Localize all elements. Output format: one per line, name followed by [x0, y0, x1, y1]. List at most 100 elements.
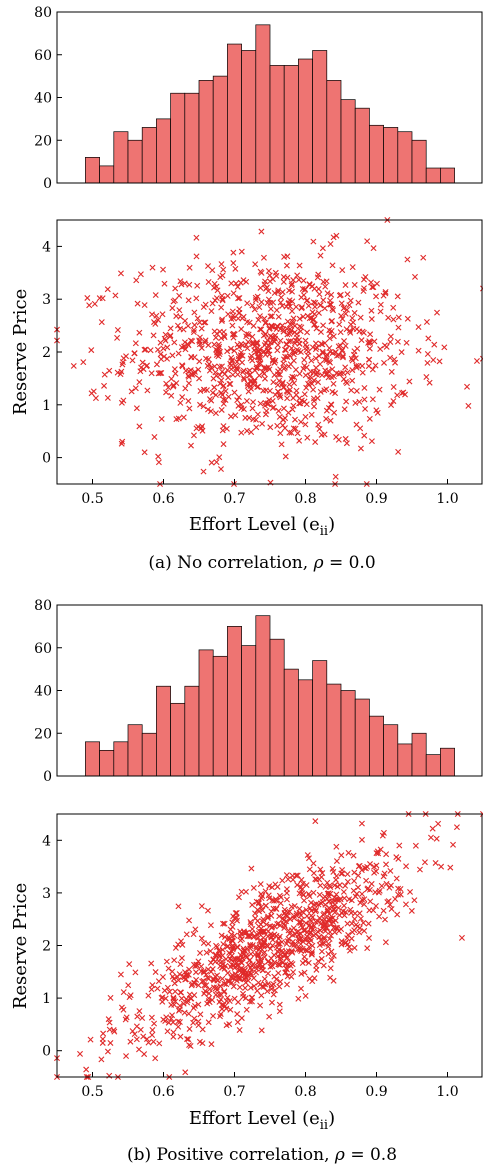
scatter-point — [343, 398, 350, 405]
scatter-point — [247, 943, 254, 950]
scatter-point — [323, 415, 330, 422]
scatter-point — [196, 319, 203, 326]
scatter-point — [330, 333, 337, 340]
scatter-point — [193, 234, 200, 241]
scatter-point — [208, 459, 215, 466]
scatter-point — [315, 958, 322, 965]
scatter-point — [366, 345, 373, 352]
scatter-point — [330, 380, 337, 387]
scatter-point — [194, 315, 201, 322]
scatter-point — [320, 962, 327, 969]
scatter-point — [274, 347, 281, 354]
scatter-point — [355, 872, 362, 879]
scatter-point — [315, 271, 322, 278]
scatter-point — [308, 357, 315, 364]
scatter-point — [175, 1023, 182, 1030]
scatter-point — [238, 965, 245, 972]
scatter-point — [169, 305, 176, 312]
scatter-point — [281, 364, 288, 371]
scatter-point — [249, 302, 256, 309]
scatter-point — [261, 365, 268, 372]
scatter-point — [277, 978, 284, 985]
scatter-point — [369, 396, 376, 403]
scatter-point — [152, 1055, 159, 1062]
scatter-point — [300, 313, 307, 320]
scatter-point — [361, 285, 367, 292]
scatter-point — [247, 378, 254, 385]
scatter-point — [172, 998, 179, 1005]
scatter-point — [141, 449, 148, 456]
histogram-bar — [326, 80, 342, 184]
scatter-point — [228, 931, 235, 938]
scatter-point — [303, 882, 310, 889]
scatter-point — [219, 316, 226, 323]
scatter-point — [205, 356, 212, 363]
scatter-point — [269, 936, 276, 943]
scatter-point — [402, 391, 409, 398]
scatter-point — [272, 905, 279, 912]
scatter-point — [382, 916, 388, 923]
y-tick-label: 60 — [34, 641, 52, 657]
scatter-point — [196, 334, 203, 341]
scatter-point — [185, 322, 192, 329]
scatter-point — [255, 934, 262, 941]
scatter-point — [215, 958, 222, 965]
scatter-point — [353, 890, 360, 897]
scatter-point — [227, 963, 234, 970]
scatter-point — [230, 260, 237, 267]
scatter-point — [186, 1025, 193, 1032]
scatter-point — [244, 300, 251, 307]
scatter-point — [337, 370, 344, 377]
y-tick-label: 1 — [42, 991, 51, 1007]
scatter-point — [294, 430, 301, 437]
scatter-point — [99, 295, 106, 302]
scatter-point — [366, 415, 373, 422]
scatter-point — [388, 368, 395, 375]
scatter-point — [338, 852, 345, 859]
histogram-bar — [298, 58, 313, 184]
scatter-point — [175, 903, 182, 910]
scatter-point — [287, 338, 294, 345]
scatter-point — [254, 354, 261, 361]
scatter-point — [182, 1069, 189, 1076]
scatter-point — [338, 938, 345, 945]
scatter-point — [163, 380, 170, 387]
scatter-point — [270, 404, 277, 411]
scatter-point — [170, 1033, 177, 1040]
scatter-point — [250, 399, 257, 406]
scatter-point — [98, 319, 105, 326]
scatter-point — [276, 892, 283, 899]
scatter-point — [266, 272, 273, 279]
scatter-point — [300, 365, 307, 372]
scatter-point — [284, 938, 291, 945]
y-tick-label: 40 — [34, 684, 52, 700]
scatter-point — [361, 432, 368, 439]
scatter-point — [161, 987, 168, 994]
scatter-point — [265, 268, 272, 275]
scatter-point — [230, 975, 237, 982]
scatter-point — [177, 989, 184, 996]
scatter-point — [318, 955, 325, 962]
scatter-point — [375, 889, 382, 896]
scatter-point — [232, 956, 239, 963]
scatter-point — [189, 338, 196, 345]
histogram-bar — [184, 685, 200, 777]
scatter-point — [344, 306, 351, 313]
y-tick-label: 0 — [42, 1044, 51, 1060]
scatter-point — [373, 407, 380, 414]
scatter-point — [144, 387, 151, 394]
scatter-point — [387, 901, 394, 908]
scatter-point — [264, 915, 271, 921]
scatter-point — [199, 1040, 206, 1047]
histogram-bar — [354, 698, 370, 777]
scatter-point — [337, 329, 344, 336]
scatter-point — [310, 860, 317, 867]
scatter-point — [231, 389, 238, 396]
scatter-point — [163, 1014, 170, 1021]
scatter-point — [133, 405, 140, 412]
scatter-point — [299, 880, 306, 887]
scatter-point — [281, 253, 288, 260]
scatter-point — [366, 338, 373, 345]
scatter-point — [320, 322, 327, 329]
scatter-point — [368, 438, 375, 445]
